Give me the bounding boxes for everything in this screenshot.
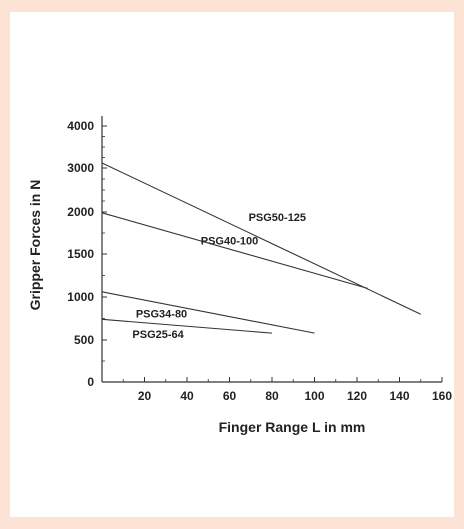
x-tick-label-100: 100 — [304, 389, 324, 403]
series-label-psg34-80: PSG34-80 — [136, 308, 187, 320]
series-lines — [101, 162, 421, 334]
chart-card: 0 500 1000 1500 2000 3000 4000 20 40 60 80 100 120 14… — [10, 12, 454, 517]
x-tick-label-60: 60 — [223, 389, 237, 403]
series-line-psg34-80 — [101, 291, 315, 334]
y-tick-label-2000: 2000 — [67, 205, 94, 219]
y-tick-label-3000: 3000 — [67, 161, 94, 175]
x-tick-label-120: 120 — [347, 389, 367, 403]
series-labels: PSG50-125 PSG40-100 PSG34-80 PSG25-64 — [132, 212, 306, 341]
x-tick-label-160: 160 — [432, 389, 452, 403]
series-line-psg40-100 — [101, 212, 368, 289]
x-tick-label-140: 140 — [389, 389, 409, 403]
y-tick-label-500: 500 — [74, 333, 94, 347]
x-tick-label-40: 40 — [180, 389, 194, 403]
series-label-psg40-100: PSG40-100 — [201, 236, 258, 248]
y-tick-label-4000: 4000 — [67, 119, 94, 133]
x-axis-title: Finger Range L in mm — [219, 419, 366, 435]
y-tick-label-1500: 1500 — [67, 247, 94, 261]
series-label-psg50-125: PSG50-125 — [249, 212, 306, 224]
y-tick-label-1000: 1000 — [67, 290, 94, 304]
y-tick-label-0: 0 — [87, 375, 94, 389]
series-line-psg25-64 — [101, 318, 273, 334]
ticks: 0 500 1000 1500 2000 3000 4000 20 40 60 80 100 120 14… — [67, 119, 452, 403]
y-axis-title: Gripper Forces in N — [27, 180, 43, 311]
axes — [101, 116, 442, 383]
series-line-psg50-125 — [101, 162, 421, 315]
x-tick-label-80: 80 — [265, 389, 279, 403]
gripper-force-chart: 0 500 1000 1500 2000 3000 4000 20 40 60 80 100 120 14… — [27, 116, 452, 435]
x-tick-label-20: 20 — [138, 389, 152, 403]
series-label-psg25-64: PSG25-64 — [132, 329, 184, 341]
